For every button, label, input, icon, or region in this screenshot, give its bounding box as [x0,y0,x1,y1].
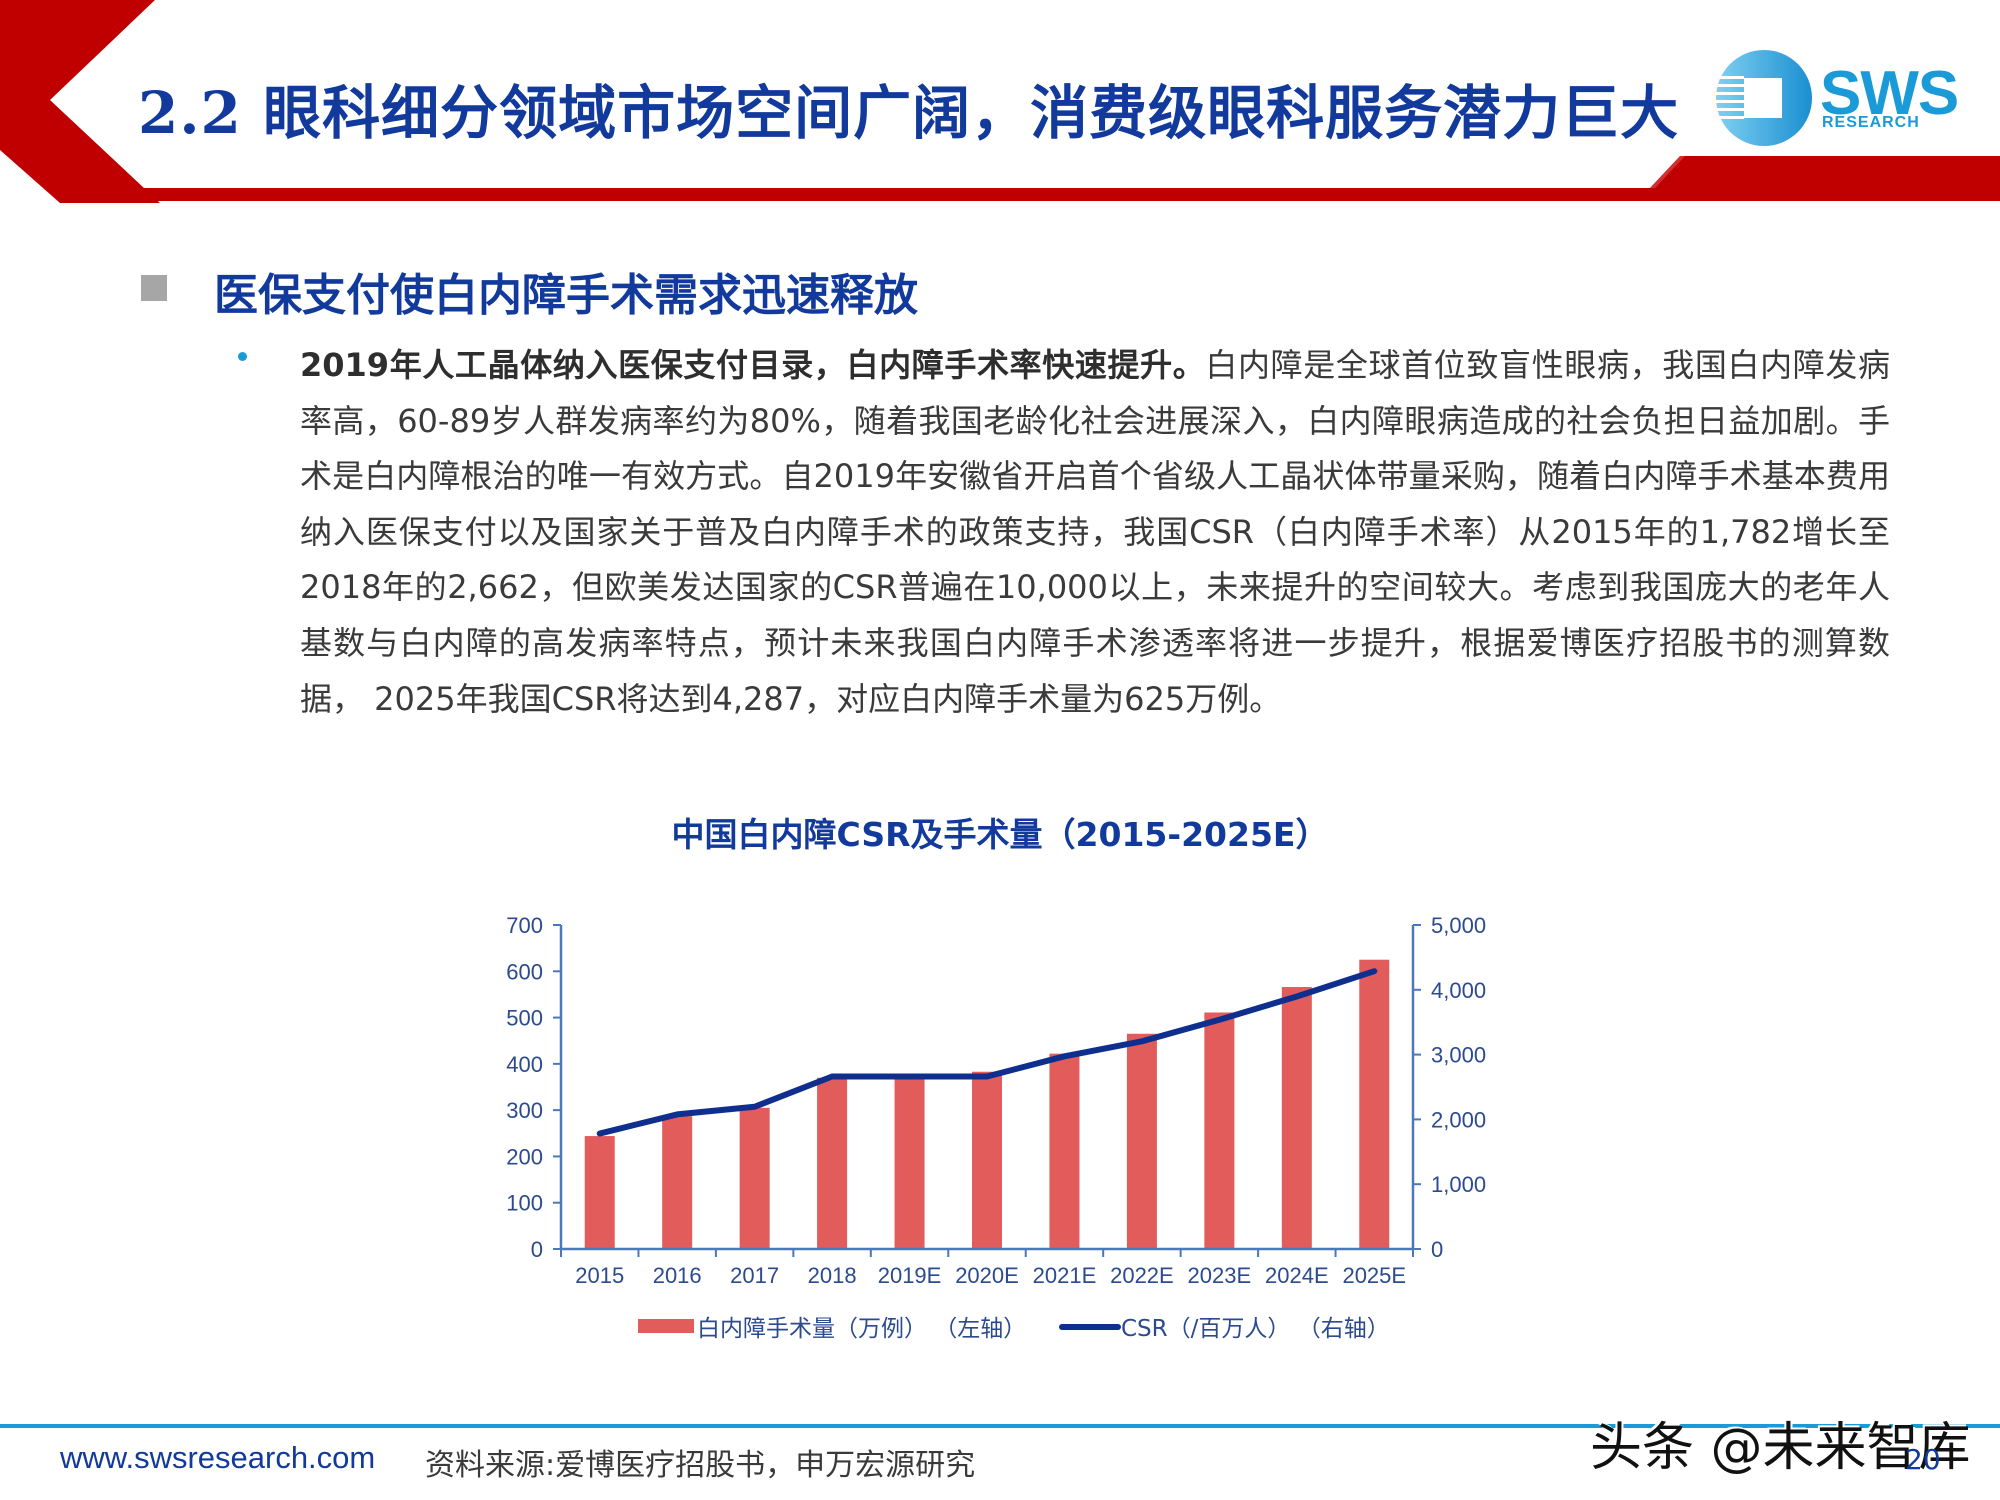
svg-text:100: 100 [506,1191,543,1216]
svg-text:2024E: 2024E [1265,1263,1329,1288]
svg-text:2021E: 2021E [1033,1263,1097,1288]
paragraph-lead: 2019年人工晶体纳入医保支付目录，白内障手术率快速提升。 [300,346,1206,384]
svg-text:200: 200 [506,1144,543,1169]
svg-text:0: 0 [531,1237,543,1262]
body-paragraph: 2019年人工晶体纳入医保支付目录，白内障手术率快速提升。白内障是全球首位致盲性… [300,338,1890,727]
svg-text:400: 400 [506,1052,543,1077]
svg-text:5,000: 5,000 [1431,913,1486,938]
section-title: 医保支付使白内障手术需求迅速释放 [214,270,918,321]
red-bar [130,156,2000,201]
svg-text:700: 700 [506,913,543,938]
svg-text:CSR（/百万人） （右轴）: CSR（/百万人） （右轴） [1121,1316,1390,1342]
bar-2021E [1049,1053,1080,1249]
red-chevron [0,0,160,203]
logo-subtext: RESEARCH [1822,114,1920,131]
svg-text:2017: 2017 [730,1263,779,1288]
page-title: 2.2 眼科细分领域市场空间广阔，消费级眼科服务潜力巨大 [138,79,1680,147]
bar-2016 [662,1116,693,1249]
svg-text:白内障手术量（万例） （左轴）: 白内障手术量（万例） （左轴） [697,1316,1026,1342]
csr-line [596,968,1378,1137]
svg-text:500: 500 [506,1006,543,1031]
watermark: 头条 @未来智库 [1590,1418,1971,1478]
svg-text:2020E: 2020E [955,1263,1019,1288]
svg-text:3,000: 3,000 [1431,1043,1486,1068]
svg-text:2,000: 2,000 [1431,1107,1486,1132]
square-bullet-icon [141,275,167,301]
bar-2024E [1281,987,1312,1249]
bar-2023E [1204,1012,1235,1249]
bar-2020E [972,1071,1002,1249]
svg-text:600: 600 [506,959,543,984]
bar-2017 [739,1107,770,1249]
footer-divider [0,1424,2000,1428]
sws-logo-icon [1713,50,1812,146]
header-decoration [0,0,2000,203]
svg-text:2023E: 2023E [1188,1263,1252,1288]
page-number: 20 [1905,1443,1941,1476]
svg-text:4,000: 4,000 [1431,978,1486,1003]
paragraph-body: 白内障是全球首位致盲性眼病，我国白内障发病率高，60-89岁人群发病率约为80%… [300,346,1890,718]
svg-text:2018: 2018 [808,1263,857,1288]
svg-text:2019E: 2019E [878,1263,942,1288]
svg-text:1,000: 1,000 [1431,1172,1486,1197]
chart-title: 中国白内障CSR及手术量（2015-2025E） [671,815,1329,854]
logo-wordmark: SWS [1820,59,1959,128]
svg-text:2022E: 2022E [1110,1263,1174,1288]
svg-text:2025E: 2025E [1342,1263,1406,1288]
svg-text:2016: 2016 [653,1263,702,1288]
bar-2025E [1359,959,1390,1249]
svg-text:2015: 2015 [575,1263,624,1288]
footer-website-link[interactable]: www.swsresearch.com [60,1440,376,1475]
footer-source-note: 资料来源:爱博医疗招股书，申万宏源研究 [425,1448,976,1483]
bar-2019E [894,1077,925,1249]
bar-2018 [817,1077,848,1249]
svg-text:0: 0 [1431,1237,1443,1262]
bar-2022E [1126,1033,1157,1249]
bullet-dot-icon [238,352,247,361]
bar-2015 [584,1136,615,1249]
svg-text:300: 300 [506,1098,543,1123]
